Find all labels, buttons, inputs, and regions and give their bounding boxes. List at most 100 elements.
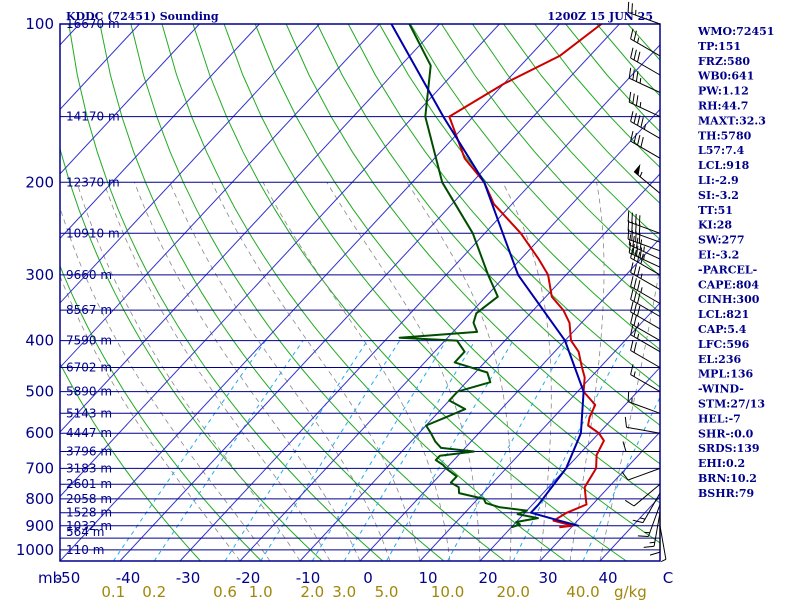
wind-barb-full — [635, 245, 639, 257]
isotherm — [60, 24, 440, 433]
temperature-tick: -40 — [116, 569, 141, 587]
wind-barb-full — [637, 51, 641, 63]
wind-barb-full — [633, 315, 637, 326]
wind-barb-full — [627, 1, 630, 13]
wind-barb-full — [632, 93, 635, 104]
wind-barb-full — [630, 301, 634, 313]
isotherm — [60, 24, 260, 240]
wind-barb-full — [633, 132, 637, 144]
wind-barb-full — [649, 551, 661, 556]
wind-barb-full — [630, 313, 634, 324]
wind-barb — [632, 492, 661, 524]
wind-barb-full — [633, 303, 637, 315]
isotherm — [299, 173, 660, 561]
wind-barb-full — [637, 280, 641, 291]
wind-barb-staff — [628, 101, 661, 118]
moist-adiabat — [169, 182, 391, 561]
wind-barb — [627, 391, 661, 414]
wind-barb-full — [633, 49, 637, 61]
mixing-ratio-tick: 5.0 — [375, 583, 399, 600]
moist-adiabat — [60, 275, 241, 561]
pressure-tick: 500 — [25, 383, 54, 401]
height-label: 14170 m — [66, 110, 120, 124]
wind-barb — [630, 276, 661, 304]
wind-barb — [630, 301, 661, 330]
mixing-ratio-line — [260, 340, 401, 561]
mixing-ratio-line — [512, 340, 627, 561]
index-line: CINH:300 — [698, 293, 760, 306]
temperature-tick: -20 — [236, 569, 261, 587]
mixing-ratio-lines — [112, 340, 660, 561]
wind-barb — [628, 91, 661, 118]
wind-barb — [627, 1, 661, 25]
wind-barb-staff — [628, 77, 661, 93]
index-line: MPL:136 — [698, 368, 754, 381]
wind-barb-staff — [628, 252, 661, 268]
wind-barb-full — [630, 289, 634, 300]
wind-barb — [630, 340, 661, 368]
height-label: 4447 m — [66, 426, 112, 440]
mixing-ratio-line — [386, 340, 514, 561]
moist-adiabat — [103, 182, 331, 561]
wind-barb-staff — [630, 272, 661, 291]
wind-barb — [624, 416, 661, 434]
wind-barb-staff — [627, 221, 661, 234]
index-line: KI:28 — [698, 219, 732, 232]
wind-barb — [630, 289, 661, 317]
isotherm — [239, 108, 660, 561]
wind-barb-staff — [628, 244, 661, 260]
sounding-time: 1200Z 15 JUN 25 — [547, 10, 653, 23]
dry-adiabat — [223, 24, 660, 544]
wind-barb-half — [637, 333, 640, 339]
temperature-tick: -10 — [296, 569, 321, 587]
dry-adiabat — [534, 24, 660, 168]
temperature-tick: 0 — [363, 569, 373, 587]
wind-barb-staff — [627, 238, 661, 252]
wind-barb — [630, 262, 661, 291]
wind-barb — [622, 441, 660, 452]
height-label: 564 m — [66, 525, 104, 539]
height-label: 2058 m — [66, 492, 112, 506]
wind-barb-staff — [642, 492, 661, 523]
wind-barb-staff — [630, 334, 661, 353]
index-line: FRZ:580 — [698, 55, 750, 68]
pressure-tick: 200 — [25, 173, 54, 191]
moist-adiabat — [76, 182, 301, 561]
wind-barb-full — [639, 247, 643, 258]
wind-barb-full — [639, 239, 643, 250]
pressure-tick: 900 — [25, 517, 54, 535]
wind-barb-half — [637, 322, 640, 328]
wind-barb-staff — [630, 323, 661, 342]
index-line: LFC:596 — [698, 338, 750, 351]
wind-barb — [633, 163, 661, 194]
dry-adiabat — [68, 24, 384, 561]
mixing-ratio-tick: 0.1 — [101, 583, 125, 600]
dewpoint-profile — [398, 24, 539, 529]
index-line: PW:1.12 — [698, 85, 749, 98]
temperature-tick: -50 — [56, 569, 81, 587]
wind-barb-half — [637, 37, 640, 44]
height-label: 16670 m — [66, 17, 120, 31]
dry-adiabat — [60, 362, 201, 561]
mixing-ratio-line — [343, 340, 476, 561]
wind-barb-full — [633, 278, 637, 289]
wind-barb-staff — [659, 525, 667, 560]
temperature-tick: 10 — [418, 569, 437, 587]
wind-barb-staff — [630, 350, 661, 368]
wind-barb-full — [637, 134, 641, 146]
wind-barb-staff — [627, 11, 661, 25]
wind-barb — [630, 364, 661, 393]
wind-barb-full — [630, 364, 634, 375]
wind-barb-half — [640, 287, 643, 293]
wind-barb — [643, 512, 661, 548]
wind-barb-staff — [627, 401, 661, 414]
wind-barb-full — [635, 71, 639, 82]
temperature-tick: -30 — [176, 569, 201, 587]
height-label: 3796 m — [66, 445, 112, 459]
wind-barb — [630, 324, 661, 353]
wind-barb-full — [630, 111, 634, 122]
wind-barb-half — [639, 78, 642, 84]
index-line: STM:27/13 — [698, 398, 765, 411]
height-label: 6702 m — [66, 361, 112, 375]
wind-barb-half — [639, 517, 646, 520]
